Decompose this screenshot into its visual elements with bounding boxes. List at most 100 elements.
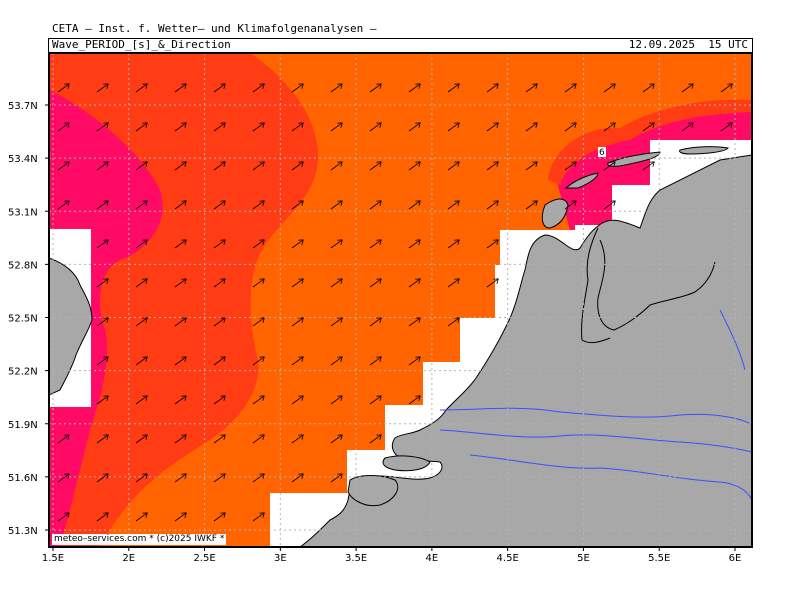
arrow-northeast-icon	[57, 512, 70, 522]
arrow-northeast-icon	[96, 317, 109, 327]
arrow-northeast-icon	[564, 122, 577, 132]
arrow-northeast-icon	[330, 83, 343, 93]
arrow-northeast-icon	[213, 161, 226, 171]
arrow-northeast-icon	[213, 356, 226, 366]
arrow-northeast-icon	[486, 200, 499, 210]
arrow-northeast-icon	[57, 434, 70, 444]
arrow-northeast-icon	[408, 356, 421, 366]
arrow-northeast-icon	[408, 317, 421, 327]
arrow-northeast-icon	[174, 278, 187, 288]
arrow-northeast-icon	[213, 239, 226, 249]
arrow-northeast-icon	[213, 278, 226, 288]
arrow-northeast-icon	[252, 512, 265, 522]
arrow-northeast-icon	[174, 512, 187, 522]
arrow-northeast-icon	[291, 317, 304, 327]
lon-tick-label: 3E	[274, 553, 287, 564]
arrow-northeast-icon	[96, 200, 109, 210]
arrow-northeast-icon	[330, 434, 343, 444]
arrow-northeast-icon	[603, 122, 616, 132]
ijsselmeer-shore	[597, 239, 716, 331]
lon-tick-label: 6E	[729, 553, 742, 564]
arrow-northeast-icon	[330, 122, 343, 132]
arrow-northeast-icon	[642, 161, 655, 171]
arrow-northeast-icon	[642, 83, 655, 93]
arrow-northeast-icon	[96, 278, 109, 288]
arrow-northeast-icon	[369, 83, 382, 93]
ameland-island	[679, 146, 729, 155]
arrow-northeast-icon	[525, 200, 538, 210]
arrow-northeast-icon	[291, 200, 304, 210]
arrow-northeast-icon	[213, 317, 226, 327]
arrow-northeast-icon	[486, 239, 499, 249]
arrow-northeast-icon	[135, 83, 148, 93]
arrow-northeast-icon	[57, 200, 70, 210]
arrow-northeast-icon	[252, 122, 265, 132]
arrow-northeast-icon	[174, 434, 187, 444]
lon-tick-label: 1.5E	[42, 553, 64, 564]
arrow-northeast-icon	[564, 161, 577, 171]
arrow-northeast-icon	[174, 122, 187, 132]
arrow-northeast-icon	[408, 122, 421, 132]
arrow-northeast-icon	[330, 317, 343, 327]
arrow-northeast-icon	[369, 239, 382, 249]
lat-tick-label: 52.5N	[8, 314, 38, 325]
arrow-northeast-icon	[96, 122, 109, 132]
arrow-northeast-icon	[681, 83, 694, 93]
arrow-northeast-icon	[408, 278, 421, 288]
arrow-northeast-icon	[564, 200, 577, 210]
arrow-northeast-icon	[369, 122, 382, 132]
arrow-northeast-icon	[252, 239, 265, 249]
arrow-northeast-icon	[96, 512, 109, 522]
arrow-northeast-icon	[96, 356, 109, 366]
arrow-northeast-icon	[447, 83, 460, 93]
arrow-northeast-icon	[486, 83, 499, 93]
map-subtitle: Wave_PERIOD_[s]_&_Direction	[52, 38, 231, 51]
arrow-northeast-icon	[525, 161, 538, 171]
arrow-northeast-icon	[291, 83, 304, 93]
arrow-northeast-icon	[642, 122, 655, 132]
arrow-northeast-icon	[57, 161, 70, 171]
arrow-northeast-icon	[369, 356, 382, 366]
arrow-northeast-icon	[213, 395, 226, 405]
arrow-northeast-icon	[57, 473, 70, 483]
lat-tick-label: 53.1N	[8, 207, 38, 218]
lon-tick-label: 4E	[426, 553, 439, 564]
arrow-northeast-icon	[330, 395, 343, 405]
river-ijssel	[719, 309, 746, 371]
lon-tick-label: 3.5E	[345, 553, 367, 564]
arrow-northeast-icon	[213, 122, 226, 132]
arrow-northeast-icon	[408, 395, 421, 405]
lat-tick-label: 51.6N	[8, 473, 38, 484]
arrow-northeast-icon	[486, 161, 499, 171]
arrow-northeast-icon	[213, 200, 226, 210]
arrow-northeast-icon	[135, 434, 148, 444]
arrow-northeast-icon	[252, 161, 265, 171]
arrow-northeast-icon	[135, 239, 148, 249]
arrow-northeast-icon	[252, 473, 265, 483]
arrow-northeast-icon	[330, 473, 343, 483]
arrow-northeast-icon	[174, 473, 187, 483]
graticule	[49, 53, 752, 547]
arrow-northeast-icon	[330, 161, 343, 171]
arrow-northeast-icon	[330, 356, 343, 366]
contour-label: 6	[599, 148, 605, 158]
arrow-northeast-icon	[174, 161, 187, 171]
latitude-axis: 53.7N 53.4N 53.1N 52.8N 52.5N 52.2N 51.9N 51.6N…	[8, 101, 49, 537]
wave-direction-arrows	[57, 83, 733, 522]
arrow-northeast-icon	[174, 239, 187, 249]
arrow-northeast-icon	[447, 161, 460, 171]
arrow-northeast-icon	[291, 356, 304, 366]
arrow-northeast-icon	[135, 473, 148, 483]
arrow-northeast-icon	[330, 200, 343, 210]
arrow-northeast-icon	[369, 278, 382, 288]
arrow-northeast-icon	[57, 83, 70, 93]
arrow-northeast-icon	[408, 161, 421, 171]
arrow-northeast-icon	[135, 161, 148, 171]
arrow-northeast-icon	[252, 356, 265, 366]
arrow-northeast-icon	[135, 200, 148, 210]
lon-tick-label: 2E	[122, 553, 135, 564]
arrow-northeast-icon	[408, 239, 421, 249]
arrow-northeast-icon	[252, 278, 265, 288]
arrow-northeast-icon	[447, 317, 460, 327]
